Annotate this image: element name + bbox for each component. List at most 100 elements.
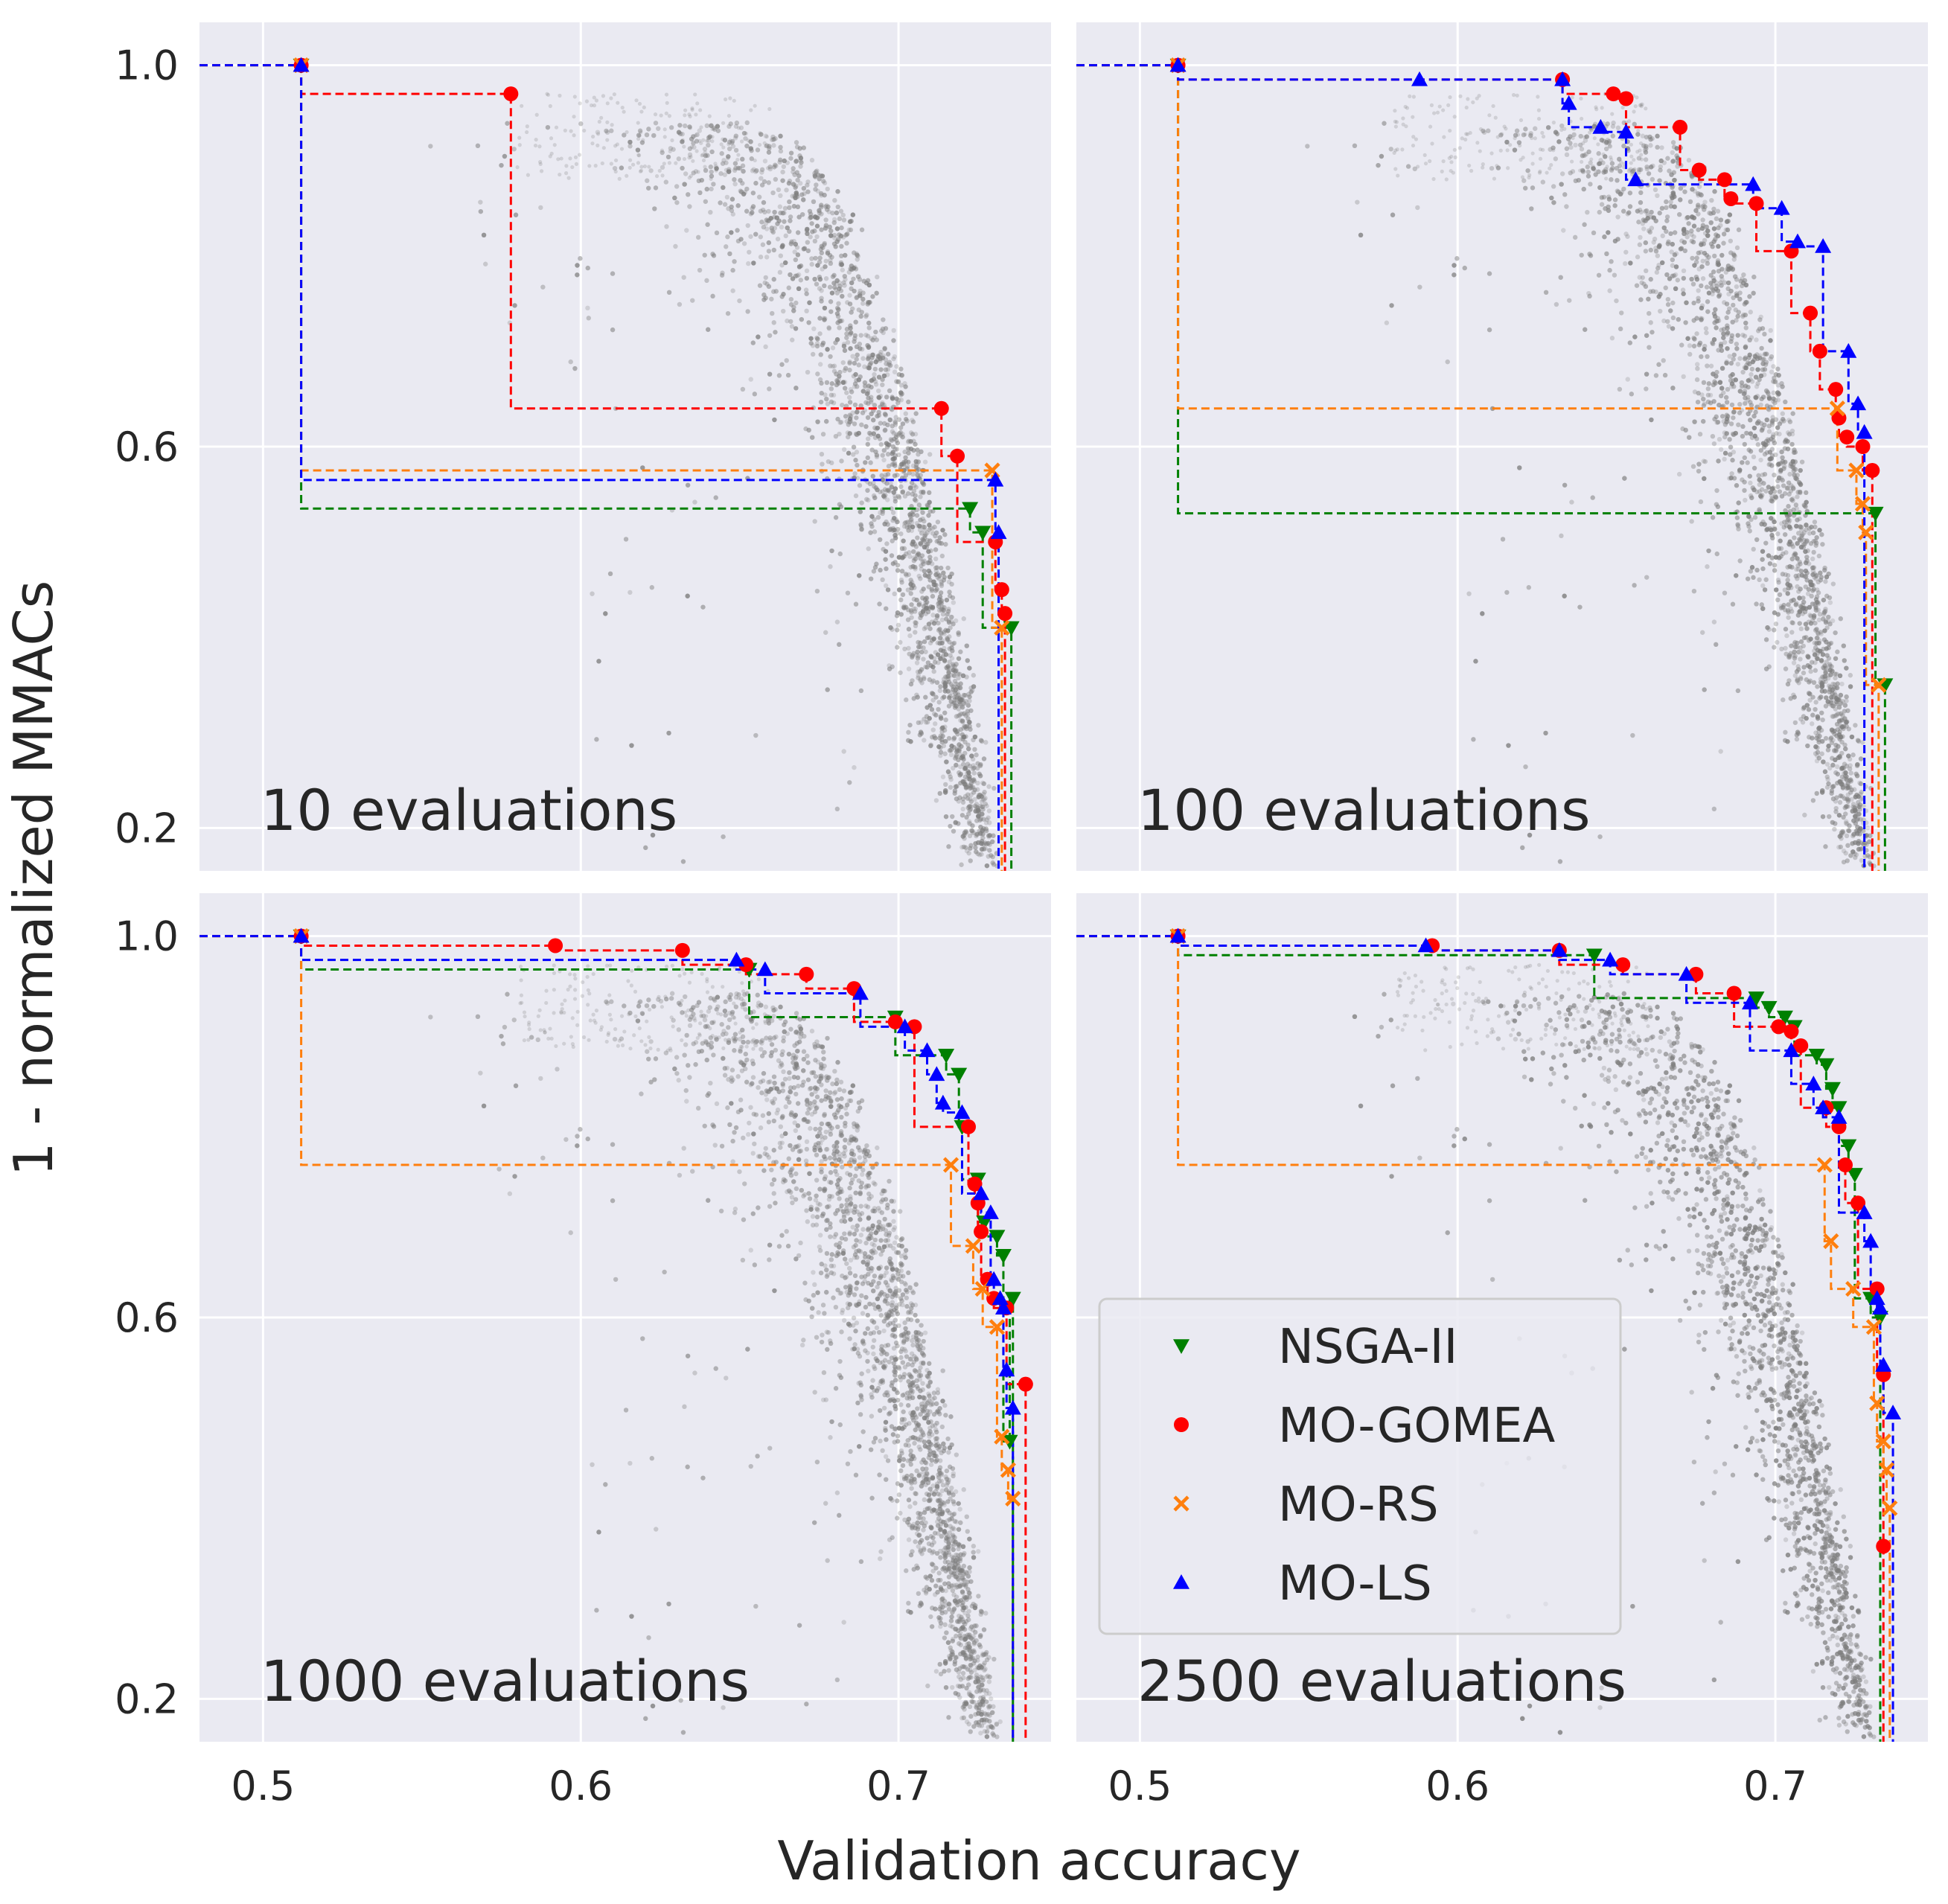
cloud-point: [978, 761, 983, 767]
cloud-point: [710, 252, 715, 257]
cloud-point: [1725, 310, 1731, 315]
cloud-point: [883, 367, 889, 372]
cloud-point: [885, 522, 890, 527]
cloud-point: [568, 156, 572, 161]
cloud-point: [629, 743, 634, 748]
cloud-point: [933, 572, 939, 578]
cloud-point: [849, 263, 855, 269]
cloud-point: [924, 599, 930, 605]
cloud-point: [721, 834, 726, 840]
cloud-point: [954, 694, 959, 700]
cloud-point: [824, 418, 829, 424]
cloud-point: [940, 695, 945, 701]
cloud-point: [887, 663, 892, 668]
cloud-point: [961, 726, 966, 731]
cloud-point: [964, 849, 970, 854]
cloud-point: [696, 170, 700, 174]
cloud-point: [1670, 263, 1676, 268]
cloud-point: [688, 126, 693, 130]
cloud-point: [817, 208, 822, 214]
cloud-point: [954, 762, 959, 768]
cloud-point: [1500, 537, 1506, 542]
cloud-point: [909, 586, 914, 591]
cloud-point: [912, 497, 918, 502]
cloud-point: [914, 597, 919, 603]
cloud-point: [895, 610, 901, 616]
cloud-point: [1860, 740, 1865, 745]
cloud-point: [1822, 609, 1828, 614]
cloud-point: [1543, 730, 1548, 736]
cloud-point: [1653, 249, 1659, 254]
cloud-point: [855, 274, 861, 279]
cloud-point: [807, 208, 813, 214]
cloud-point: [1700, 276, 1706, 281]
cloud-point: [1799, 572, 1805, 578]
cloud-point: [1601, 170, 1606, 175]
cloud-point: [837, 369, 843, 375]
cloud-point: [1771, 396, 1776, 401]
cloud-point: [778, 133, 783, 139]
cloud-point: [1701, 241, 1706, 246]
cloud-point: [779, 294, 785, 299]
cloud-point: [898, 383, 904, 388]
cloud-point: [1590, 495, 1595, 500]
cloud-point: [965, 709, 971, 714]
cloud-point: [1730, 601, 1736, 607]
cloud-point: [1586, 149, 1591, 155]
cloud-point: [1793, 644, 1798, 650]
cloud-point: [968, 843, 974, 849]
cloud-point: [1812, 648, 1817, 654]
cloud-point: [971, 763, 976, 768]
cloud-point: [1722, 456, 1727, 462]
cloud-point: [636, 132, 642, 138]
cloud-point: [1756, 473, 1761, 479]
cloud-point: [564, 164, 569, 168]
cloud-point: [933, 533, 938, 539]
cloud-point: [977, 771, 982, 776]
cloud-point: [885, 587, 891, 592]
cloud-point: [903, 473, 909, 478]
cloud-point: [958, 771, 964, 777]
cloud-point: [693, 92, 697, 97]
cloud-point: [1700, 223, 1706, 229]
cloud-point: [799, 192, 805, 197]
cloud-point: [939, 581, 945, 587]
cloud-point: [752, 392, 758, 397]
cloud-point: [771, 164, 777, 170]
cloud-point: [758, 142, 762, 147]
cloud-point: [817, 208, 822, 214]
cloud-point: [1792, 472, 1797, 478]
cloud-point: [966, 770, 971, 776]
cloud-point: [793, 185, 798, 191]
cloud-point: [1355, 199, 1360, 205]
cloud-point: [890, 407, 895, 412]
cloud-point: [892, 499, 898, 504]
cloud-point: [732, 177, 737, 182]
cloud-point: [1644, 371, 1650, 377]
cloud-point: [728, 121, 733, 127]
cloud-point: [892, 532, 898, 538]
cloud-point: [660, 148, 665, 153]
cloud-point: [1810, 735, 1815, 741]
cloud-point: [1622, 476, 1627, 481]
cloud-point: [1580, 153, 1585, 159]
cloud-point: [575, 272, 580, 278]
cloud-point: [983, 820, 989, 825]
cloud-point: [884, 444, 890, 450]
cloud-point: [1818, 677, 1824, 682]
cloud-point: [1631, 168, 1636, 173]
cloud-point: [706, 135, 712, 141]
cloud-point: [1678, 197, 1683, 202]
point-mo-ls: [293, 57, 310, 72]
cloud-point: [903, 459, 909, 464]
cloud-point: [839, 243, 844, 249]
cloud-point: [1811, 539, 1816, 544]
cloud-point: [851, 374, 857, 379]
cloud-point: [917, 601, 922, 606]
cloud-point: [939, 737, 945, 743]
cloud-point: [883, 557, 888, 562]
cloud-point: [874, 290, 879, 296]
cloud-point: [1636, 220, 1641, 225]
cloud-point: [968, 803, 973, 809]
cloud-point: [637, 133, 642, 138]
